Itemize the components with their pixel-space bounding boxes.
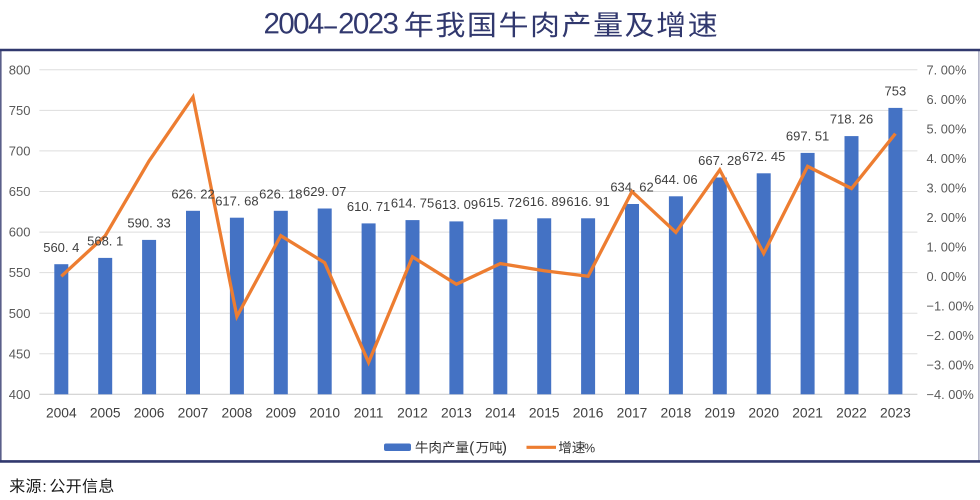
svg-text:2017: 2017: [617, 405, 648, 420]
svg-text:0. 00%: 0. 00%: [927, 269, 967, 284]
svg-text:614. 75: 614. 75: [391, 196, 434, 211]
svg-text:2012: 2012: [397, 405, 428, 420]
svg-text:2004: 2004: [46, 405, 77, 420]
svg-text:2015: 2015: [529, 405, 560, 420]
svg-text:7. 00%: 7. 00%: [927, 62, 967, 77]
svg-text:2016: 2016: [573, 405, 604, 420]
svg-text:550: 550: [9, 265, 31, 280]
svg-text:697. 51: 697. 51: [786, 129, 829, 144]
svg-text:2023: 2023: [880, 405, 911, 420]
svg-text:2019: 2019: [704, 405, 735, 420]
svg-text:650: 650: [9, 184, 31, 199]
svg-text:2. 00%: 2. 00%: [927, 210, 967, 225]
svg-text:2008: 2008: [222, 405, 253, 420]
svg-text:2013: 2013: [441, 405, 472, 420]
svg-text:4. 00%: 4. 00%: [927, 151, 967, 166]
svg-text:−1. 00%: −1. 00%: [927, 298, 974, 313]
svg-text:1. 00%: 1. 00%: [927, 239, 967, 254]
svg-text:616. 91: 616. 91: [566, 194, 609, 209]
svg-text:629. 07: 629. 07: [303, 184, 346, 199]
svg-text:450: 450: [9, 346, 31, 361]
svg-text:667. 28: 667. 28: [698, 153, 741, 168]
svg-text:−3. 00%: −3. 00%: [927, 357, 974, 372]
svg-text:2018: 2018: [661, 405, 692, 420]
svg-text:626. 22: 626. 22: [171, 186, 214, 201]
svg-text:2021: 2021: [792, 405, 823, 420]
svg-text:2007: 2007: [178, 405, 209, 420]
svg-text:2020: 2020: [748, 405, 779, 420]
svg-text:2010: 2010: [309, 405, 340, 420]
svg-text:2014: 2014: [485, 405, 516, 420]
svg-text:590. 33: 590. 33: [127, 216, 170, 231]
svg-text:600: 600: [9, 225, 31, 240]
svg-text:2011: 2011: [354, 405, 384, 420]
svg-text:−2. 00%: −2. 00%: [927, 328, 974, 343]
svg-text:400: 400: [9, 387, 31, 402]
svg-text:−4. 00%: −4. 00%: [927, 387, 974, 402]
svg-text:700: 700: [9, 144, 31, 159]
svg-text:634. 62: 634. 62: [610, 180, 653, 195]
svg-text:2009: 2009: [265, 405, 296, 420]
svg-text:610. 71: 610. 71: [347, 199, 390, 214]
svg-text:2005: 2005: [90, 405, 121, 420]
svg-text:615. 72: 615. 72: [479, 195, 522, 210]
svg-text:2022: 2022: [836, 405, 867, 420]
svg-text:5. 00%: 5. 00%: [927, 121, 967, 136]
svg-text:2006: 2006: [134, 405, 165, 420]
svg-text:500: 500: [9, 306, 31, 321]
svg-text:800: 800: [9, 62, 31, 77]
svg-text:672. 45: 672. 45: [742, 149, 785, 164]
svg-text:750: 750: [9, 103, 31, 118]
svg-text:613. 09: 613. 09: [435, 197, 478, 212]
svg-text:753: 753: [885, 84, 907, 99]
svg-text:6. 00%: 6. 00%: [927, 92, 967, 107]
svg-text:568. 1: 568. 1: [87, 234, 123, 249]
svg-text:718. 26: 718. 26: [830, 112, 873, 127]
svg-text:616. 89: 616. 89: [523, 194, 566, 209]
svg-text:644. 06: 644. 06: [654, 172, 697, 187]
svg-text:560. 4: 560. 4: [43, 240, 79, 255]
svg-text:626. 18: 626. 18: [259, 186, 302, 201]
svg-text:3. 00%: 3. 00%: [927, 180, 967, 195]
svg-text:617. 68: 617. 68: [215, 193, 258, 208]
